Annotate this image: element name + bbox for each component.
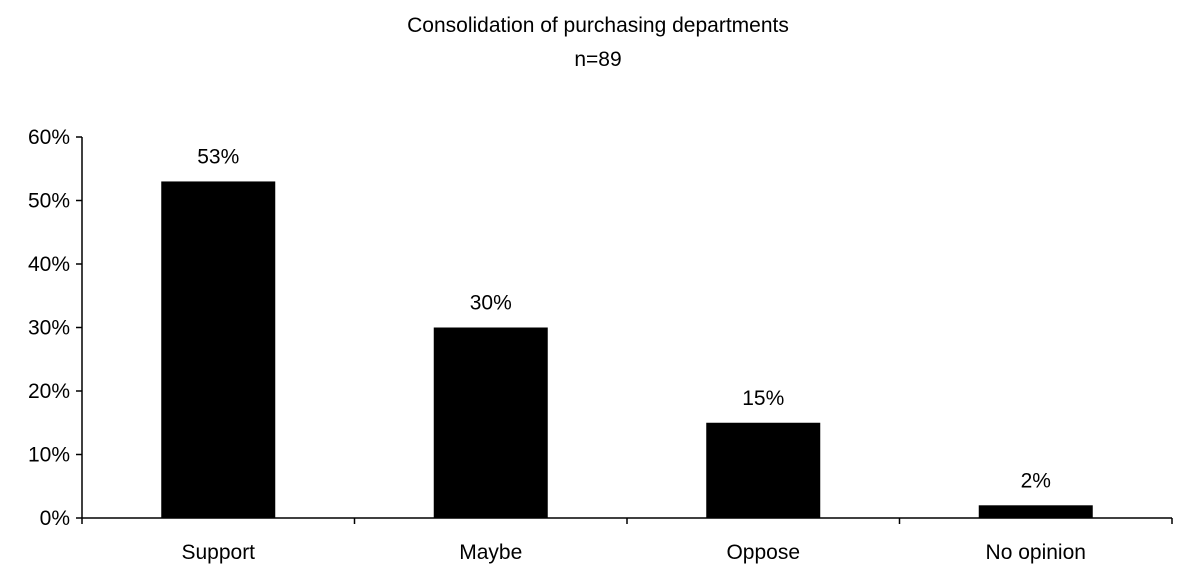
x-tick-label: Support [181, 541, 255, 564]
y-tick-label: 0% [40, 507, 70, 530]
x-tick-label: No opinion [986, 541, 1086, 564]
data-label: 15% [742, 387, 784, 410]
data-label: 53% [197, 145, 239, 168]
data-label: 2% [1021, 469, 1051, 492]
data-labels: 53% 30% 15% 2% [197, 145, 1051, 492]
data-label: 30% [470, 292, 512, 315]
bar-oppose [706, 422, 821, 518]
bars [161, 181, 1093, 518]
x-tick-label: Oppose [726, 541, 800, 564]
bar-maybe [433, 327, 548, 518]
chart-subtitle: n=89 [574, 48, 621, 71]
x-ticks [81, 518, 1173, 524]
y-tick-label: 50% [28, 190, 70, 213]
y-axis: 0% 10% 20% 30% 40% 50% 60% [28, 126, 83, 530]
x-axis [81, 517, 1173, 524]
chart-title: Consolidation of purchasing departments [407, 14, 789, 37]
y-tick-label: 40% [28, 253, 70, 276]
y-tick-label: 20% [28, 380, 70, 403]
y-tick-label: 60% [28, 126, 70, 149]
y-tick-label: 30% [28, 317, 70, 340]
y-tick-label: 10% [28, 444, 70, 467]
bar-no-opinion [978, 505, 1093, 518]
bar-support [161, 181, 276, 518]
x-tick-label: Maybe [459, 541, 522, 564]
x-tick-labels: Support Maybe Oppose No opinion [181, 541, 1085, 564]
y-ticks: 0% 10% 20% 30% 40% 50% 60% [28, 126, 82, 530]
